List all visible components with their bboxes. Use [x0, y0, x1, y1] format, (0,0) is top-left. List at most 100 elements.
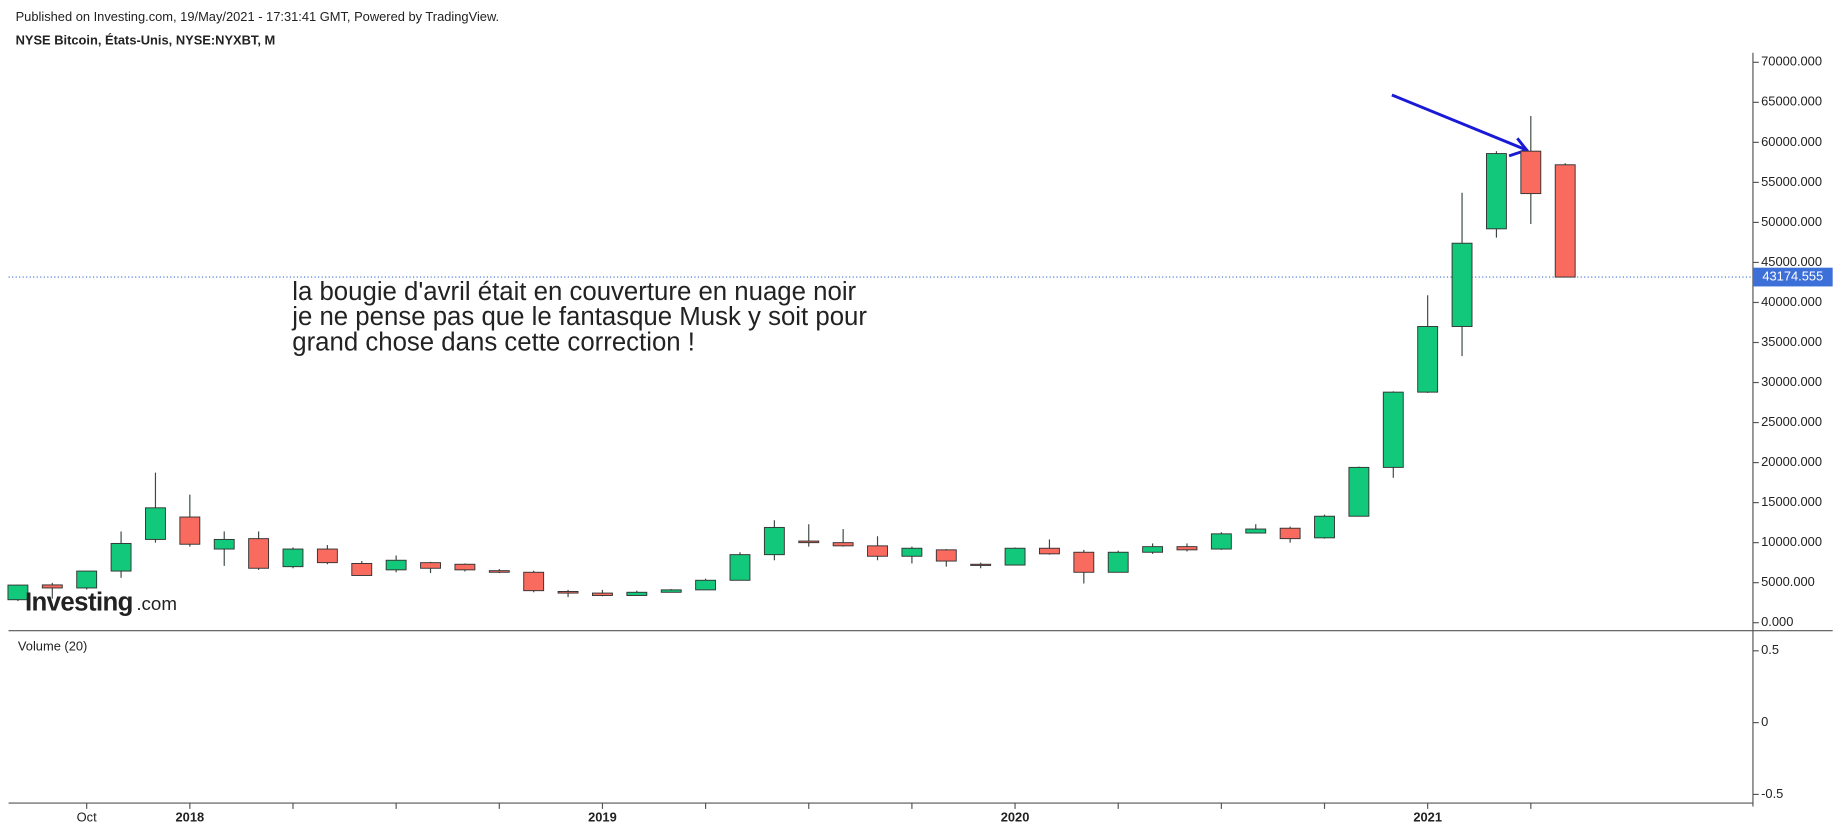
candle-body — [1107, 551, 1129, 573]
y-tick-label: 45000.000 — [1761, 254, 1822, 269]
y-tick-label: 55000.000 — [1761, 174, 1822, 189]
candle-body — [970, 563, 992, 566]
candle-body — [1314, 515, 1335, 539]
candle-body — [1417, 326, 1439, 393]
y-tick-label: 15000.000 — [1761, 494, 1822, 509]
candle-body — [316, 548, 338, 564]
candle — [1314, 514, 1335, 539]
candle — [1245, 524, 1267, 534]
candle-body — [282, 548, 304, 568]
candle — [454, 563, 476, 572]
last-price-tag — [1752, 267, 1833, 287]
candle — [695, 578, 717, 591]
candle — [1451, 192, 1473, 357]
candle-body — [1210, 533, 1232, 550]
candle — [1004, 547, 1026, 566]
y-tick-label: 30000.000 — [1761, 374, 1822, 389]
candle — [213, 531, 235, 566]
candle — [798, 524, 820, 547]
candle — [488, 569, 510, 574]
candle — [1176, 543, 1198, 552]
candle — [1073, 549, 1095, 584]
candle — [1039, 539, 1060, 555]
candle — [282, 547, 304, 569]
candle-body — [1520, 150, 1542, 195]
y-tick-label: 35000.000 — [1761, 334, 1822, 349]
candle-body — [110, 542, 132, 572]
candle-body — [592, 592, 613, 596]
y-tick-label: 65000.000 — [1761, 94, 1822, 109]
logo: Investing .com — [25, 589, 177, 617]
candle — [1520, 115, 1542, 225]
plot: 0.000 5000.000 10000.000 15000.000 20000.000… — [7, 54, 1833, 825]
candle-body — [523, 571, 545, 592]
candle — [1485, 151, 1507, 238]
candle-body — [41, 584, 63, 589]
candle-body — [729, 554, 751, 581]
candle-body — [1451, 242, 1473, 327]
candle-body — [798, 540, 820, 544]
candle — [1417, 295, 1439, 393]
y-tick-label: 40000.000 — [1761, 294, 1822, 309]
candle — [41, 582, 63, 599]
candle-body — [213, 538, 235, 550]
candle — [1142, 543, 1164, 554]
candle-body — [1485, 153, 1507, 230]
y-tick-label: 25000.000 — [1761, 414, 1822, 429]
candle-body — [1004, 547, 1026, 566]
arrow-shaft — [1391, 93, 1528, 152]
candle — [729, 552, 751, 581]
candle — [145, 472, 166, 543]
candle-body — [901, 547, 923, 557]
candle-body — [695, 579, 717, 591]
arrow — [1391, 93, 1530, 158]
volume-label: Volume (20) — [18, 639, 87, 654]
candle-body — [557, 591, 579, 594]
candle-body — [1039, 547, 1060, 555]
y-tick-label: 20000.000 — [1761, 454, 1822, 469]
candle — [867, 536, 888, 561]
candle — [660, 589, 682, 593]
volume-tick-label: -0.5 — [1761, 786, 1783, 801]
candle — [763, 520, 785, 561]
candle-body — [1245, 528, 1267, 534]
candle — [179, 494, 201, 547]
candle — [523, 570, 545, 593]
candle-body — [1382, 391, 1404, 468]
y-tick-label: 5000.000 — [1761, 574, 1815, 589]
candle — [1348, 466, 1370, 517]
candle-body — [248, 538, 270, 569]
candle — [1210, 532, 1232, 550]
logo-suffix: .com — [136, 593, 177, 614]
candle — [970, 562, 992, 569]
candle — [592, 589, 613, 597]
candle-body — [832, 542, 854, 547]
candle-body — [763, 526, 785, 556]
candle-body — [1176, 546, 1198, 551]
candle — [1554, 163, 1576, 278]
annotation: la bougie d'avril était en couverture en… — [291, 278, 867, 356]
candle-body — [1554, 164, 1576, 278]
candle — [557, 589, 579, 598]
candle — [248, 531, 270, 570]
y-tick-label: 10000.000 — [1761, 534, 1822, 549]
candle — [351, 561, 373, 576]
candle-body — [385, 559, 407, 571]
candle — [626, 590, 648, 596]
x-tick-label: 2018 — [176, 810, 205, 825]
candle-body — [145, 507, 166, 540]
candle — [76, 570, 98, 590]
arrow-head — [1508, 137, 1530, 158]
x-tick-label: 2020 — [1001, 810, 1030, 825]
y-tick-label: 70000.000 — [1761, 54, 1822, 69]
candle-body — [488, 570, 510, 573]
candle-body — [1142, 546, 1164, 553]
candle-body — [454, 563, 476, 571]
candle — [420, 561, 441, 574]
annotation-line: je ne pense pas que le fantasque Musk y … — [291, 303, 867, 331]
last-price-label: 43174.555 — [1762, 268, 1823, 283]
candle — [1107, 550, 1129, 573]
annotation-line: la bougie d'avril était en couverture en… — [292, 278, 856, 306]
candle — [7, 584, 29, 602]
